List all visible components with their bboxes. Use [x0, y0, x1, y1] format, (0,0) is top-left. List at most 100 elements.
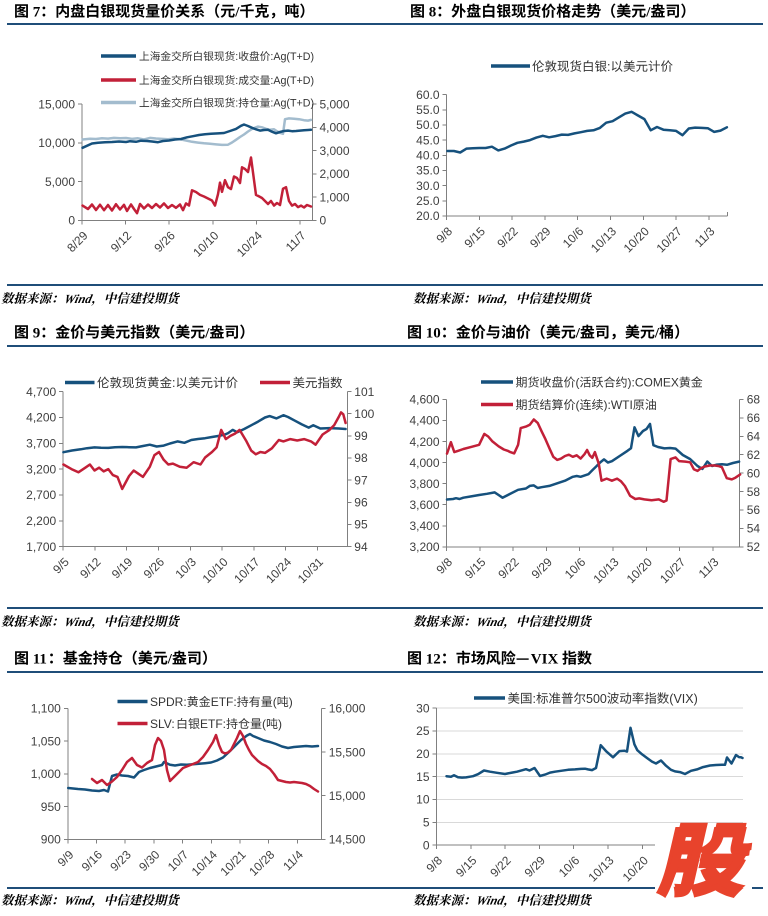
- svg-text:Wind: Wind: [63, 292, 94, 306]
- svg-text:68: 68: [747, 393, 761, 407]
- svg-text:/: /: [204, 325, 210, 341]
- svg-text:3,800: 3,800: [409, 477, 439, 491]
- svg-text:35.0: 35.0: [416, 164, 440, 178]
- svg-text:/: /: [575, 325, 581, 341]
- svg-text:8: 8: [425, 4, 436, 20]
- svg-text:(: (: [576, 398, 580, 412]
- svg-text:2,200: 2,200: [26, 514, 56, 528]
- svg-text:101: 101: [354, 385, 374, 399]
- svg-text:9/8: 9/8: [433, 224, 455, 246]
- svg-text:2,700: 2,700: [26, 488, 56, 502]
- svg-text:60.0: 60.0: [416, 88, 440, 102]
- svg-text:10/3: 10/3: [173, 555, 200, 582]
- svg-text:4,000: 4,000: [320, 121, 350, 135]
- svg-text:9: 9: [29, 325, 40, 341]
- svg-text:10/31: 10/31: [295, 555, 326, 586]
- svg-text:10/17: 10/17: [231, 555, 262, 586]
- svg-text::: :: [607, 60, 610, 74]
- svg-text::: :: [235, 51, 238, 63]
- svg-text:1,000: 1,000: [320, 190, 350, 204]
- svg-text:/: /: [654, 325, 660, 341]
- svg-text:9/19: 9/19: [109, 555, 136, 582]
- svg-text:10/10: 10/10: [190, 228, 221, 259]
- svg-text:4,000: 4,000: [409, 456, 439, 470]
- svg-text:0: 0: [68, 214, 75, 228]
- svg-text:):COMEX: ):COMEX: [628, 376, 679, 390]
- svg-text:10/6: 10/6: [562, 555, 589, 582]
- svg-text:10,000: 10,000: [38, 136, 75, 150]
- svg-text:10/7: 10/7: [165, 847, 192, 874]
- svg-text:10/6: 10/6: [560, 224, 587, 251]
- svg-text:45.0: 45.0: [416, 133, 440, 147]
- svg-text:9/8: 9/8: [433, 555, 455, 577]
- svg-text:16,000: 16,000: [329, 702, 366, 716]
- svg-text:56: 56: [747, 503, 761, 517]
- svg-text:3,400: 3,400: [409, 519, 439, 533]
- svg-text::: :: [235, 98, 238, 110]
- svg-text:15,000: 15,000: [38, 97, 75, 111]
- svg-text:(: (: [576, 376, 580, 390]
- svg-text:11/7: 11/7: [283, 228, 309, 254]
- svg-text:8/29: 8/29: [64, 228, 91, 255]
- svg-text:1,000: 1,000: [31, 767, 61, 781]
- svg-text:10/13: 10/13: [585, 853, 616, 884]
- svg-text:1,100: 1,100: [31, 702, 61, 716]
- svg-text:11/3: 11/3: [692, 224, 718, 250]
- svg-text:66: 66: [747, 411, 761, 425]
- svg-text:9/29: 9/29: [522, 853, 549, 880]
- svg-text:9/15: 9/15: [462, 224, 489, 251]
- svg-text::: :: [172, 376, 175, 390]
- svg-text:20.0: 20.0: [416, 209, 440, 223]
- svg-text:52: 52: [747, 540, 761, 554]
- svg-text:10/27: 10/27: [654, 224, 685, 255]
- svg-text:30.0: 30.0: [416, 179, 440, 193]
- svg-text:10/6: 10/6: [556, 853, 583, 880]
- svg-text:3,200: 3,200: [409, 540, 439, 554]
- svg-text:ETF:: ETF:: [200, 717, 226, 731]
- svg-text:1,700: 1,700: [26, 540, 56, 554]
- svg-text:62: 62: [747, 448, 761, 462]
- svg-text:94: 94: [354, 540, 368, 554]
- svg-text:9/23: 9/23: [107, 847, 134, 874]
- svg-text:9/9: 9/9: [55, 847, 77, 869]
- svg-text:96: 96: [354, 496, 368, 510]
- svg-text:Wind: Wind: [475, 292, 506, 306]
- svg-text:54: 54: [747, 522, 761, 536]
- svg-text:3,600: 3,600: [409, 498, 439, 512]
- svg-text:900: 900: [41, 833, 61, 847]
- svg-text:9/26: 9/26: [151, 228, 178, 255]
- svg-text:100: 100: [354, 407, 374, 421]
- svg-text:/: /: [234, 4, 240, 20]
- svg-text:11/4: 11/4: [280, 847, 306, 873]
- svg-text:14,500: 14,500: [329, 833, 366, 847]
- svg-text:10/20: 10/20: [624, 555, 655, 586]
- svg-text:99: 99: [354, 429, 368, 443]
- svg-text:10/24: 10/24: [263, 555, 294, 586]
- svg-text:):WTI: ):WTI: [604, 398, 633, 412]
- svg-text:20: 20: [416, 747, 430, 761]
- svg-text:0: 0: [423, 838, 430, 852]
- svg-text:/: /: [645, 4, 651, 20]
- svg-text::Ag(T+D): :Ag(T+D): [270, 75, 314, 87]
- svg-text:10/20: 10/20: [620, 853, 651, 884]
- svg-text:): ): [289, 695, 293, 709]
- svg-text:1,050: 1,050: [31, 734, 61, 748]
- svg-text:3,000: 3,000: [320, 144, 350, 158]
- svg-text:10/13: 10/13: [590, 555, 621, 586]
- svg-text:9/22: 9/22: [495, 555, 522, 582]
- svg-text:Wind: Wind: [63, 894, 94, 908]
- svg-text:3,700: 3,700: [26, 437, 56, 451]
- svg-text:3,200: 3,200: [26, 462, 56, 476]
- svg-text:ETF:: ETF:: [211, 695, 237, 709]
- svg-text:/: /: [167, 651, 173, 667]
- svg-text:10/13: 10/13: [588, 224, 619, 255]
- svg-text:10/21: 10/21: [217, 847, 248, 878]
- svg-text:9/12: 9/12: [77, 555, 104, 582]
- svg-text:9/22: 9/22: [494, 224, 521, 251]
- svg-text:(: (: [273, 695, 277, 709]
- svg-text::Ag(T+D): :Ag(T+D): [270, 98, 314, 110]
- svg-text:VIX: VIX: [531, 651, 562, 667]
- svg-text:4,400: 4,400: [409, 414, 439, 428]
- svg-text:10/27: 10/27: [657, 555, 688, 586]
- svg-text:25.0: 25.0: [416, 194, 440, 208]
